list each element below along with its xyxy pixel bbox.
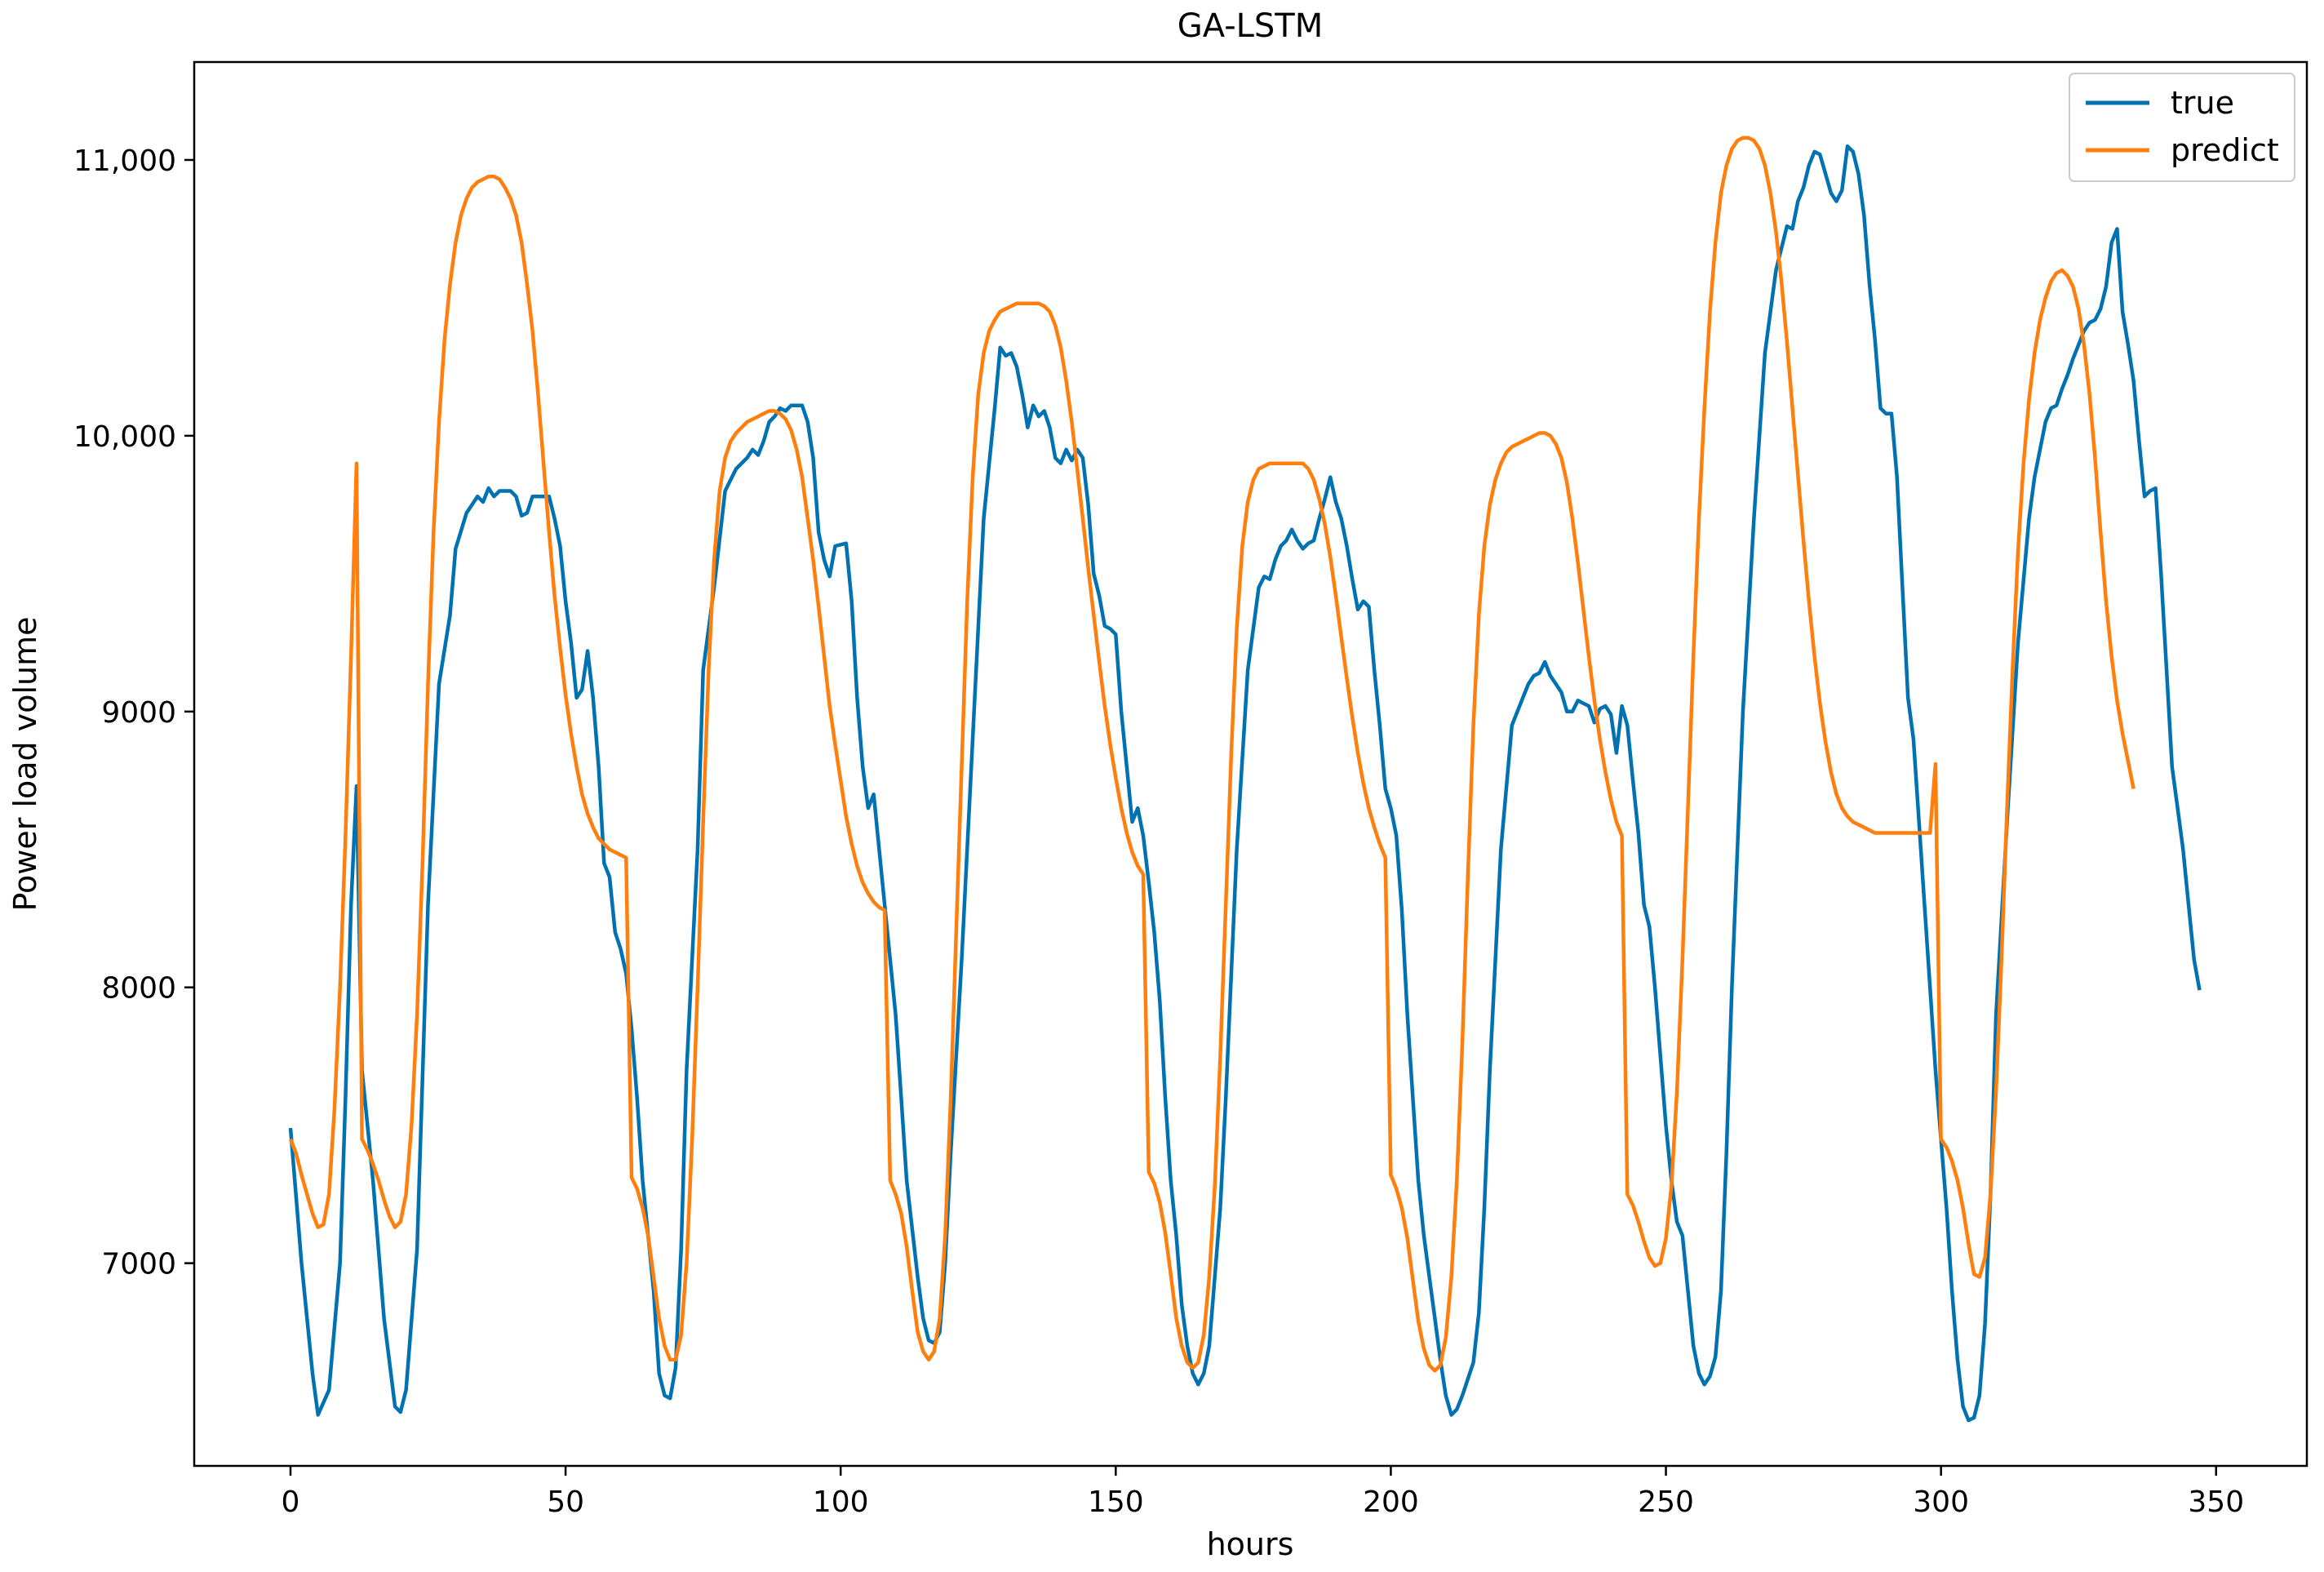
series-line-predict <box>288 135 2136 1373</box>
y-tick-label: 8000 <box>101 972 176 1006</box>
x-axis-label: hours <box>1207 1526 1294 1562</box>
legend-label-predict: predict <box>2171 132 2279 168</box>
legend: true predict <box>2069 73 2295 182</box>
series-layer <box>288 135 2202 1423</box>
y-tick-label: 10,000 <box>73 420 176 454</box>
plot-area-frame <box>193 60 2308 1468</box>
legend-box <box>2069 73 2295 182</box>
chart-title: GA-LSTM <box>1178 7 1324 45</box>
y-tick-label: 7000 <box>101 1248 176 1281</box>
x-tick-label: 100 <box>813 1485 869 1519</box>
legend-label-true: true <box>2171 85 2234 121</box>
series-line-true <box>288 144 2202 1423</box>
x-axis: 0 50 100 150 200 250 300 350 <box>282 1466 2244 1519</box>
x-tick-label: 250 <box>1638 1485 1694 1519</box>
y-tick-label: 9000 <box>101 696 176 730</box>
x-tick-label: 200 <box>1363 1485 1419 1519</box>
x-tick-label: 50 <box>547 1485 584 1519</box>
y-axis-label: Power load volume <box>7 616 43 911</box>
x-tick-label: 0 <box>282 1485 300 1519</box>
x-tick-label: 350 <box>2188 1485 2244 1519</box>
y-tick-label: 11,000 <box>73 144 176 178</box>
x-tick-label: 150 <box>1088 1485 1144 1519</box>
y-axis: 7000 8000 9000 10,000 11,000 <box>73 144 194 1281</box>
x-tick-label: 300 <box>1913 1485 1969 1519</box>
